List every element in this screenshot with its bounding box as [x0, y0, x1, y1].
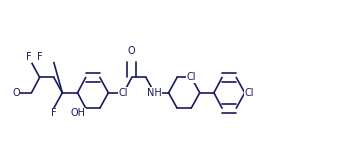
- Text: O: O: [128, 46, 136, 56]
- Text: F: F: [51, 108, 57, 118]
- Text: F: F: [37, 52, 42, 62]
- Text: O: O: [12, 88, 20, 98]
- Text: NH: NH: [147, 88, 162, 98]
- Text: Cl: Cl: [119, 88, 129, 98]
- Text: OH: OH: [70, 108, 85, 118]
- Text: F: F: [26, 52, 31, 62]
- Text: Cl: Cl: [245, 88, 254, 98]
- Text: Cl: Cl: [186, 72, 196, 82]
